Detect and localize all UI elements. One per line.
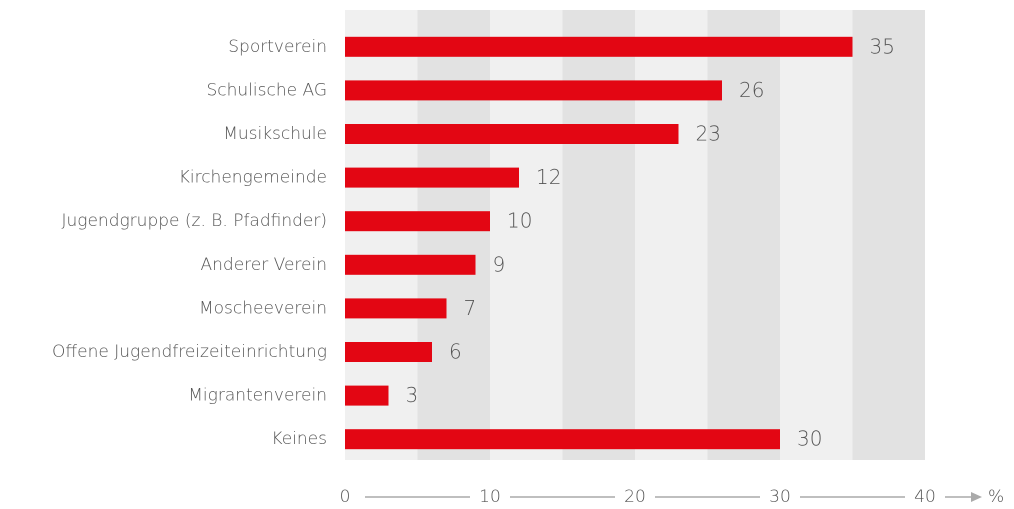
bar bbox=[345, 211, 490, 232]
bar bbox=[345, 385, 389, 406]
category-label: Kirchengemeinde bbox=[179, 168, 327, 188]
value-label: 26 bbox=[739, 78, 764, 102]
category-label: Schulische AG bbox=[207, 80, 327, 100]
grid-band bbox=[780, 10, 853, 460]
value-label: 35 bbox=[870, 34, 895, 58]
bar bbox=[345, 124, 679, 144]
x-tick-label: 30 bbox=[769, 487, 791, 507]
category-label: Jugendgruppe (z. B. Pfadfinder) bbox=[61, 211, 327, 231]
category-label: Moscheeverein bbox=[199, 298, 327, 318]
grid-band bbox=[852, 10, 925, 460]
bar bbox=[345, 254, 476, 275]
category-label: Musikschule bbox=[223, 124, 327, 144]
bar bbox=[345, 36, 853, 57]
grid-band bbox=[490, 10, 563, 460]
grid-band bbox=[635, 10, 708, 460]
bar bbox=[345, 298, 447, 319]
grid-band bbox=[562, 10, 635, 460]
x-tick-label: 0 bbox=[340, 487, 351, 507]
value-label: 23 bbox=[696, 122, 721, 146]
category-label: Anderer Verein bbox=[201, 255, 327, 275]
value-label: 30 bbox=[797, 427, 822, 451]
category-label: Keines bbox=[271, 429, 327, 449]
x-tick-label: 20 bbox=[624, 487, 646, 507]
bar bbox=[345, 80, 722, 101]
bar bbox=[345, 342, 432, 362]
value-label: 3 bbox=[406, 383, 419, 407]
value-label: 6 bbox=[449, 340, 462, 364]
grid-band bbox=[417, 10, 490, 460]
bar bbox=[345, 429, 780, 450]
value-label: 9 bbox=[493, 252, 506, 276]
category-label: Migrantenverein bbox=[188, 386, 327, 406]
bar bbox=[345, 167, 519, 188]
x-tick-label: 40 bbox=[914, 487, 936, 507]
category-label: Offene Jugendfreizeiteinrichtung bbox=[52, 342, 327, 362]
x-axis-label: % bbox=[988, 487, 1004, 507]
value-label: 7 bbox=[464, 296, 477, 320]
category-label: Sportverein bbox=[228, 37, 327, 57]
value-label: 10 bbox=[507, 209, 532, 233]
axis-arrow bbox=[971, 492, 982, 502]
value-label: 12 bbox=[536, 165, 561, 189]
x-tick-label: 10 bbox=[479, 487, 501, 507]
